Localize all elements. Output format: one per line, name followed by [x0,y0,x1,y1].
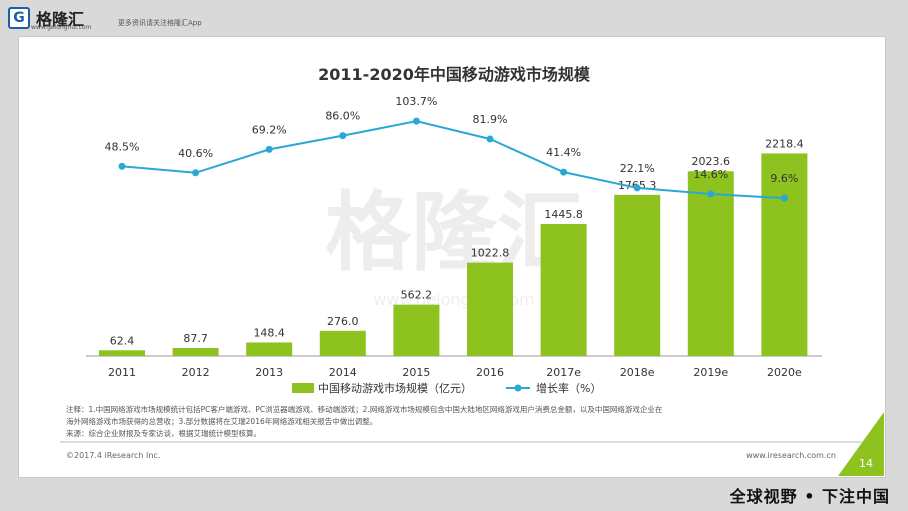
note-line-3: 来源：综合企业财报及专家访谈，根据艾瑞统计模型核算。 [66,428,261,438]
growth-point-2016 [486,135,494,143]
x-tick-2016: 2016 [476,366,504,379]
header-tagline: 更多资讯请关注格隆汇App [118,19,202,27]
growth-value-label: 103.7% [395,95,437,108]
growth-point-2012 [192,169,200,177]
x-tick-2011: 2011 [108,366,136,379]
growth-value-label: 22.1% [620,162,655,175]
bar-value-label: 562.2 [401,289,433,302]
bar-value-label: 1022.8 [471,247,510,260]
x-tick-2012: 2012 [182,366,210,379]
x-tick-2018e: 2018e [620,366,655,379]
bar-2013 [246,342,293,356]
watermark-logo: 格隆汇 [325,183,583,283]
legend-line-label: 增长率（%） [536,381,601,395]
source-website: www.iresearch.com.cn [746,451,836,460]
bar-2017e [540,223,587,356]
page-number: 14 [859,457,873,470]
bar-value-label: 2218.4 [765,137,804,150]
bar-value-label: 276.0 [327,315,359,328]
bar-value-label: 62.4 [110,334,135,347]
x-tick-2013: 2013 [255,366,283,379]
bar-2018e [614,194,661,356]
bar-value-label: 1445.8 [544,208,583,221]
growth-point-2015 [412,117,420,125]
corner-accent [838,412,884,476]
growth-value-label: 48.5% [105,140,140,153]
bar-2019e [687,171,734,356]
growth-point-2017e [560,168,568,176]
x-tick-2017e: 2017e [546,366,581,379]
legend-line-marker [514,384,522,392]
x-tick-2015: 2015 [402,366,430,379]
growth-rate-line [121,120,785,200]
growth-point-2020e [780,194,788,202]
bar-2012 [172,347,219,356]
legend-bar-label: 中国移动游戏市场规模（亿元） [318,381,472,395]
bar-2015 [393,304,440,356]
footer-slogan: 全球视野 • 下注中国 [729,487,890,506]
note-line-2: 海外网络游戏市场获得的总营收；3.部分数据将在艾瑞2016年网络游戏相关报告中做… [66,416,377,426]
x-tick-2014: 2014 [329,366,357,379]
bar-value-label: 87.7 [183,332,208,345]
growth-value-label: 40.6% [178,147,213,160]
growth-value-label: 81.9% [473,113,508,126]
legend-bar-swatch [292,383,314,393]
copyright: ©2017.4 iResearch Inc. [66,451,160,460]
growth-point-2013 [265,145,273,153]
bar-2011 [99,350,145,356]
logo-g-icon: G [8,7,30,29]
note-line-1: 注释：1.中国网络游戏市场规模统计包括PC客户端游戏、PC浏览器端游戏、移动端游… [66,404,663,414]
logo-url: www.gelonghui.com [31,24,92,31]
brand-logo[interactable]: G 格隆汇 [8,6,84,30]
growth-point-2014 [339,132,347,140]
bar-2016 [467,262,513,356]
growth-point-2011 [118,162,126,170]
growth-point-2019e [707,190,715,198]
bar-2020e [761,153,808,356]
x-tick-2020e: 2020e [767,366,802,379]
x-tick-2019e: 2019e [693,366,728,379]
chart-slide [18,36,886,478]
growth-value-label: 14.6% [693,168,728,181]
bar-value-label: 148.4 [253,326,285,339]
chart-title: 2011-2020年中国移动游戏市场规模 [318,65,591,84]
growth-point-2018e [633,184,641,192]
bar-value-label: 2023.6 [692,155,731,168]
growth-value-label: 9.6% [770,172,798,185]
bar-2014 [319,330,366,356]
growth-value-label: 69.2% [252,123,287,136]
logo-name: 格隆汇 [36,10,85,29]
growth-value-label: 86.0% [325,110,360,123]
growth-value-label: 41.4% [546,146,581,159]
